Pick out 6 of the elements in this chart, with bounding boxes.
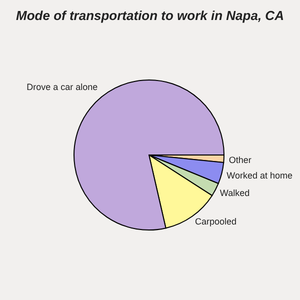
slice-label: Carpooled <box>195 216 237 226</box>
slice-label: Walked <box>220 188 250 198</box>
slice-label: Other <box>228 155 252 166</box>
slice-label: Drove a car alone <box>26 82 98 92</box>
chart-title: Mode of transportation to work in Napa, CA <box>15 8 285 23</box>
slice-label: Worked at home <box>226 170 292 180</box>
